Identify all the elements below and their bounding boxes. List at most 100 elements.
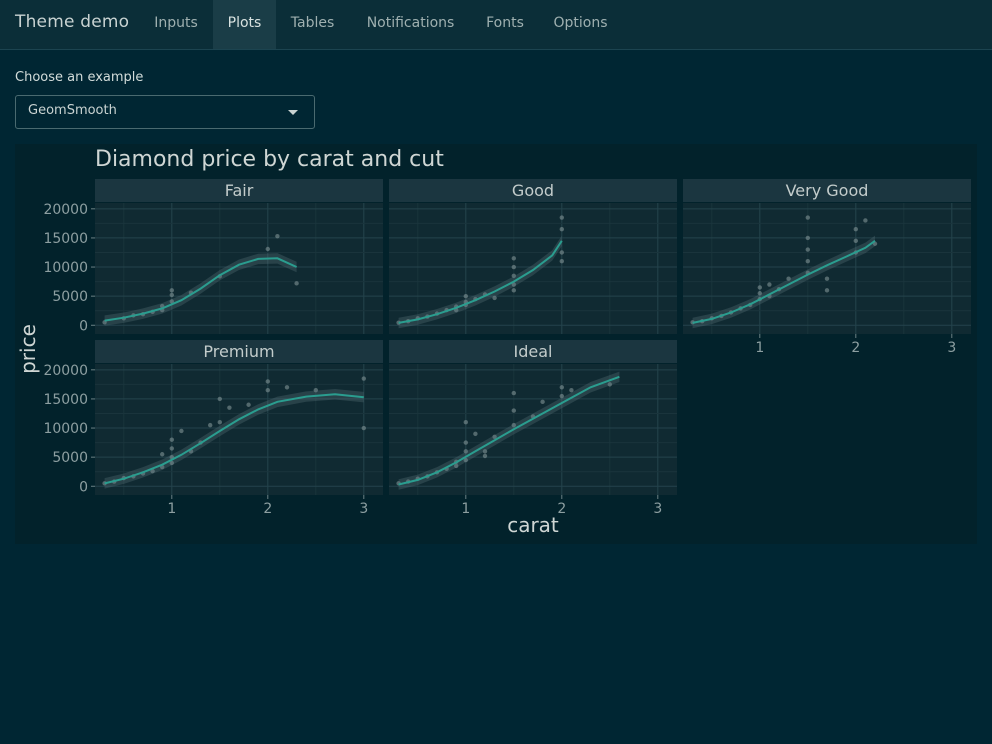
facet-strip-label: Good bbox=[512, 181, 554, 200]
data-point bbox=[482, 449, 488, 454]
chevron-down-icon bbox=[288, 110, 298, 115]
y-axis-label: price bbox=[16, 324, 40, 374]
tab-fonts[interactable]: Fonts bbox=[486, 15, 524, 31]
y-tick-label: 15000 bbox=[43, 392, 88, 408]
data-point bbox=[757, 285, 762, 290]
y-tick-label: 0 bbox=[79, 318, 88, 334]
data-point bbox=[805, 259, 810, 264]
data-point bbox=[492, 434, 497, 439]
data-point bbox=[179, 428, 184, 434]
data-point bbox=[853, 227, 858, 232]
data-point bbox=[511, 288, 516, 293]
facet-strip bbox=[389, 179, 677, 202]
x-tick-label: 1 bbox=[461, 501, 470, 517]
data-point bbox=[511, 282, 516, 287]
data-point bbox=[473, 431, 478, 437]
data-point bbox=[569, 388, 574, 393]
data-point bbox=[313, 388, 318, 393]
x-tick-label: 3 bbox=[947, 340, 956, 356]
data-point bbox=[294, 281, 299, 286]
data-point bbox=[169, 288, 174, 293]
x-tick-label: 1 bbox=[167, 501, 176, 517]
x-tick-label: 2 bbox=[557, 501, 566, 517]
y-tick-label: 0 bbox=[79, 479, 88, 495]
data-point bbox=[511, 256, 516, 261]
app-title[interactable]: Theme demo bbox=[15, 12, 130, 32]
facet-ideal: Ideal 1 2 3 bbox=[389, 340, 677, 517]
data-point bbox=[463, 449, 468, 454]
data-point bbox=[824, 276, 830, 281]
facet-good: Good bbox=[389, 179, 677, 334]
data-point bbox=[169, 460, 174, 466]
data-point bbox=[559, 227, 564, 232]
x-tick-label: 3 bbox=[653, 501, 662, 517]
data-point bbox=[492, 295, 497, 301]
confidence-band bbox=[692, 235, 875, 329]
data-point bbox=[463, 293, 468, 299]
facet-fair: Fair 0 5000 10000 15000 20000 bbox=[43, 179, 383, 334]
data-point bbox=[169, 292, 174, 298]
y-tick-label: 15000 bbox=[43, 231, 88, 247]
data-point bbox=[150, 468, 155, 474]
plot-container: Diamond price by carat and cut carat pri… bbox=[15, 144, 977, 544]
y-tick-label: 20000 bbox=[43, 363, 88, 379]
navbar: Theme demo Inputs Plots Tables Notificat… bbox=[0, 0, 992, 50]
data-point bbox=[511, 390, 516, 396]
facet-strip bbox=[683, 179, 971, 202]
tab-plots[interactable]: Plots bbox=[213, 0, 276, 49]
data-point bbox=[361, 376, 366, 381]
data-point bbox=[454, 463, 459, 469]
x-tick-label: 2 bbox=[851, 340, 860, 356]
data-point bbox=[767, 282, 772, 287]
data-point bbox=[217, 396, 222, 402]
data-point bbox=[246, 402, 251, 407]
data-point bbox=[169, 446, 174, 451]
tab-inputs[interactable]: Inputs bbox=[154, 15, 198, 31]
tab-options[interactable]: Options bbox=[553, 15, 608, 31]
x-tick-label: 2 bbox=[263, 501, 272, 517]
data-point bbox=[463, 457, 468, 463]
data-point bbox=[805, 247, 810, 252]
data-point bbox=[275, 233, 280, 239]
facet-strip-label: Fair bbox=[225, 181, 254, 200]
x-tick-label: 3 bbox=[359, 501, 368, 517]
data-point bbox=[265, 379, 270, 384]
y-tick-label: 10000 bbox=[43, 421, 88, 437]
data-point bbox=[511, 408, 516, 413]
data-point bbox=[169, 299, 174, 304]
facet-strip-label: Ideal bbox=[514, 342, 553, 361]
data-point bbox=[559, 215, 564, 220]
data-point bbox=[265, 246, 270, 252]
facet-premium: Premium 0 5000 10000 15000 20000 1 2 3 bbox=[43, 340, 383, 517]
data-point bbox=[169, 437, 174, 442]
data-point bbox=[824, 288, 830, 293]
facet-strip bbox=[95, 179, 383, 202]
facet-very-good: Very Good 1 2 3 bbox=[683, 179, 971, 356]
chart-title: Diamond price by carat and cut bbox=[95, 147, 444, 172]
data-point bbox=[511, 264, 516, 270]
smooth-line bbox=[398, 375, 620, 486]
tab-tables[interactable]: Tables bbox=[290, 15, 335, 31]
example-select[interactable]: GeomSmooth bbox=[15, 95, 315, 129]
data-point bbox=[559, 385, 564, 390]
smooth-line bbox=[104, 393, 364, 485]
smooth-line bbox=[104, 257, 298, 322]
y-tick-label: 10000 bbox=[43, 260, 88, 276]
y-tick-label: 5000 bbox=[52, 450, 88, 466]
faceted-chart: Diamond price by carat and cut carat pri… bbox=[15, 144, 977, 544]
data-point bbox=[463, 440, 468, 445]
data-point bbox=[805, 235, 810, 241]
data-point bbox=[217, 420, 222, 425]
data-point bbox=[482, 453, 488, 459]
data-point bbox=[265, 388, 270, 393]
facet-strip bbox=[389, 340, 677, 363]
data-point bbox=[540, 399, 545, 405]
data-point bbox=[208, 422, 213, 428]
data-point bbox=[863, 218, 868, 223]
data-point bbox=[559, 259, 564, 264]
data-point bbox=[805, 215, 810, 220]
tab-notifications[interactable]: Notifications bbox=[366, 15, 455, 31]
x-axis-label: carat bbox=[507, 513, 559, 537]
data-point bbox=[227, 405, 232, 410]
facet-strip-label: Premium bbox=[203, 342, 274, 361]
